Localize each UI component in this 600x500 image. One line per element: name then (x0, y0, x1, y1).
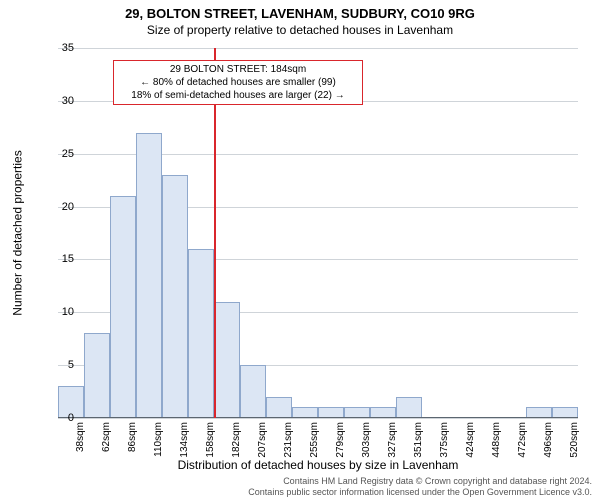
annotation-box: 29 BOLTON STREET: 184sqm← 80% of detache… (113, 60, 363, 105)
histogram-bar (162, 175, 188, 418)
xtick-label: 158sqm (205, 422, 216, 458)
ytick-label: 15 (44, 253, 74, 265)
xtick-label: 327sqm (387, 422, 398, 458)
xtick-label: 303sqm (361, 422, 372, 458)
plot-area: 29 BOLTON STREET: 184sqm← 80% of detache… (58, 48, 578, 418)
ytick-label: 0 (44, 412, 74, 424)
xtick-label: 134sqm (179, 422, 190, 458)
histogram-bar (266, 397, 292, 418)
ytick-label: 30 (44, 95, 74, 107)
page-subtitle: Size of property relative to detached ho… (0, 21, 600, 41)
xtick-label: 182sqm (231, 422, 242, 458)
footer-line2: Contains public sector information licen… (248, 487, 592, 498)
page-title: 29, BOLTON STREET, LAVENHAM, SUDBURY, CO… (0, 0, 600, 21)
xtick-label: 255sqm (309, 422, 320, 458)
ytick-label: 20 (44, 201, 74, 213)
x-axis-label: Distribution of detached houses by size … (58, 458, 578, 472)
x-axis-line (58, 417, 578, 418)
xtick-label: 351sqm (413, 422, 424, 458)
xtick-label: 496sqm (543, 422, 554, 458)
histogram-bar (84, 333, 110, 418)
xtick-label: 520sqm (569, 422, 580, 458)
xtick-label: 86sqm (127, 422, 138, 452)
histogram-bar (240, 365, 266, 418)
histogram-bar (110, 196, 136, 418)
gridline (58, 418, 578, 419)
footer-attribution: Contains HM Land Registry data © Crown c… (248, 476, 592, 498)
histogram-bar (396, 397, 422, 418)
ytick-label: 10 (44, 306, 74, 318)
xtick-label: 424sqm (465, 422, 476, 458)
xtick-label: 375sqm (439, 422, 450, 458)
ytick-label: 25 (44, 148, 74, 160)
xtick-label: 472sqm (517, 422, 528, 458)
histogram-bar (214, 302, 240, 418)
ytick-label: 5 (44, 359, 74, 371)
chart-container: 29, BOLTON STREET, LAVENHAM, SUDBURY, CO… (0, 0, 600, 500)
xtick-label: 231sqm (283, 422, 294, 458)
xtick-label: 38sqm (75, 422, 86, 452)
xtick-label: 110sqm (153, 422, 164, 457)
xtick-label: 279sqm (335, 422, 346, 458)
y-axis-label: Number of detached properties (10, 48, 26, 418)
histogram-bar (188, 249, 214, 418)
annotation-line: ← 80% of detached houses are smaller (99… (120, 76, 356, 89)
footer-line1: Contains HM Land Registry data © Crown c… (248, 476, 592, 487)
xtick-label: 207sqm (257, 422, 268, 458)
annotation-line: 18% of semi-detached houses are larger (… (120, 89, 356, 102)
histogram-bar (136, 133, 162, 418)
gridline (58, 48, 578, 49)
xtick-label: 448sqm (491, 422, 502, 458)
annotation-line: 29 BOLTON STREET: 184sqm (120, 63, 356, 76)
ytick-label: 35 (44, 42, 74, 54)
xtick-label: 62sqm (101, 422, 112, 452)
